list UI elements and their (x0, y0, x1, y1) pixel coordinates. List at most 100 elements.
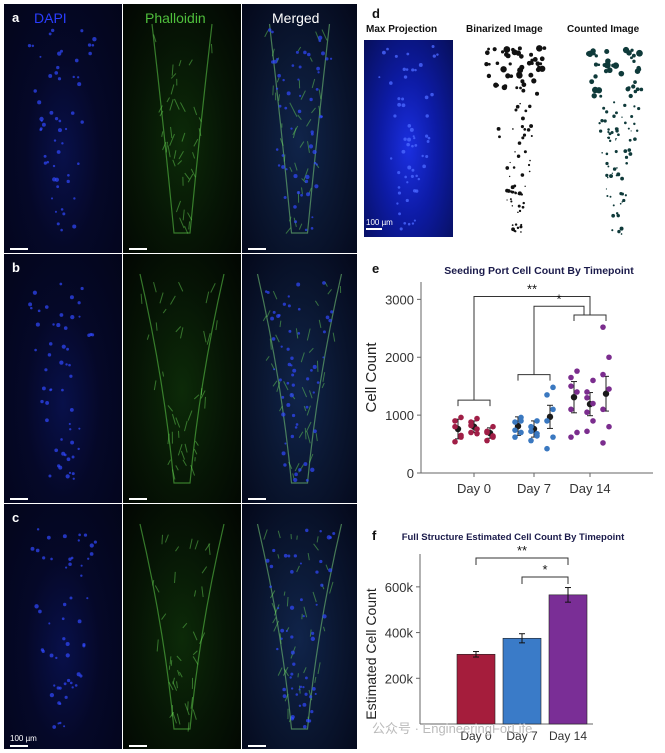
projection-dot (378, 76, 381, 79)
nucleus (322, 356, 325, 359)
cell-dot (620, 192, 625, 196)
cell-dot (514, 151, 516, 153)
projection-dot (407, 124, 412, 128)
nucleus (325, 315, 330, 320)
nucleus (88, 51, 92, 56)
nucleus (310, 132, 314, 136)
nucleus (293, 477, 298, 483)
fiber (179, 102, 186, 112)
nucleus (67, 173, 70, 177)
nucleus (330, 310, 334, 314)
projection-dot (393, 114, 397, 118)
nucleus (65, 641, 70, 647)
cell-dot (602, 106, 606, 110)
cell-dot (608, 139, 612, 143)
nucleus (37, 309, 41, 313)
fiber (313, 543, 319, 551)
fiber (166, 97, 170, 103)
fiber (300, 90, 306, 100)
nucleus (297, 109, 302, 114)
nucleus (66, 347, 69, 351)
nucleus (76, 76, 80, 79)
nucleus (70, 440, 75, 445)
fiber (190, 168, 196, 178)
nucleus (276, 647, 279, 651)
nucleus (271, 337, 276, 341)
x-tick-label: Day 14 (549, 729, 587, 743)
nucleus (74, 58, 79, 63)
cell-dot (500, 66, 507, 73)
nucleus (276, 314, 281, 318)
cell-dot (639, 87, 644, 92)
data-point (544, 392, 550, 398)
cell-dot (523, 150, 527, 154)
nucleus (36, 528, 40, 531)
scale-bar (248, 248, 266, 250)
nucleus (310, 636, 316, 642)
fiber (210, 43, 213, 54)
significance-bracket-day7-day14-label: * (542, 562, 547, 577)
fiber (140, 293, 143, 304)
fiber (294, 463, 300, 472)
cell-dot (524, 185, 526, 188)
cell-dot (612, 114, 616, 118)
fiber (277, 667, 283, 676)
fiber (184, 225, 189, 234)
nucleus (285, 629, 288, 633)
fiber (194, 440, 199, 446)
nucleus (287, 295, 290, 298)
group-bracket (457, 399, 491, 407)
cell-dot (498, 135, 501, 139)
nucleus (56, 686, 60, 690)
data-point (584, 409, 590, 416)
cell-dot (598, 122, 601, 125)
fiber (277, 554, 280, 559)
fiber (190, 464, 196, 476)
fiber (307, 552, 310, 561)
nucleus (42, 556, 46, 560)
fiber (167, 145, 171, 158)
fiber (170, 126, 173, 139)
cell-dot (614, 111, 618, 115)
nucleus (295, 50, 299, 54)
nucleus (286, 381, 290, 385)
nucleus (30, 546, 35, 551)
nucleus (309, 97, 313, 102)
nucleus (289, 605, 295, 610)
projection-dot (425, 134, 429, 138)
cell-dot (606, 67, 613, 74)
cell-dot (613, 101, 616, 104)
data-point (590, 418, 596, 424)
scale-bar (10, 745, 28, 747)
fiber (146, 334, 150, 340)
data-point (452, 423, 458, 430)
fiber (198, 117, 202, 122)
x-tick-label: Day 0 (460, 729, 492, 743)
nucleus (53, 139, 57, 142)
nucleus (58, 119, 62, 123)
nucleus (290, 650, 295, 655)
nucleus (298, 65, 302, 69)
fiber (305, 421, 312, 433)
cell-dot (631, 53, 636, 58)
nucleus (329, 57, 333, 60)
fiber (288, 461, 293, 469)
fiber (171, 64, 174, 76)
nucleus (61, 617, 65, 621)
projection-dot (436, 53, 439, 56)
nucleus (307, 52, 311, 57)
nucleus (281, 451, 286, 456)
fiber (307, 141, 310, 153)
nucleus (292, 368, 297, 373)
nucleus (45, 418, 49, 423)
projection-dot (402, 67, 406, 71)
nucleus (292, 662, 296, 666)
cell-dot (597, 63, 601, 66)
cell-dot (514, 230, 517, 233)
nucleus (273, 368, 276, 371)
cell-dot (616, 172, 621, 177)
fiber (304, 427, 307, 440)
cell-dot (630, 130, 632, 132)
cell-dot (589, 79, 595, 85)
fiber (155, 322, 158, 331)
